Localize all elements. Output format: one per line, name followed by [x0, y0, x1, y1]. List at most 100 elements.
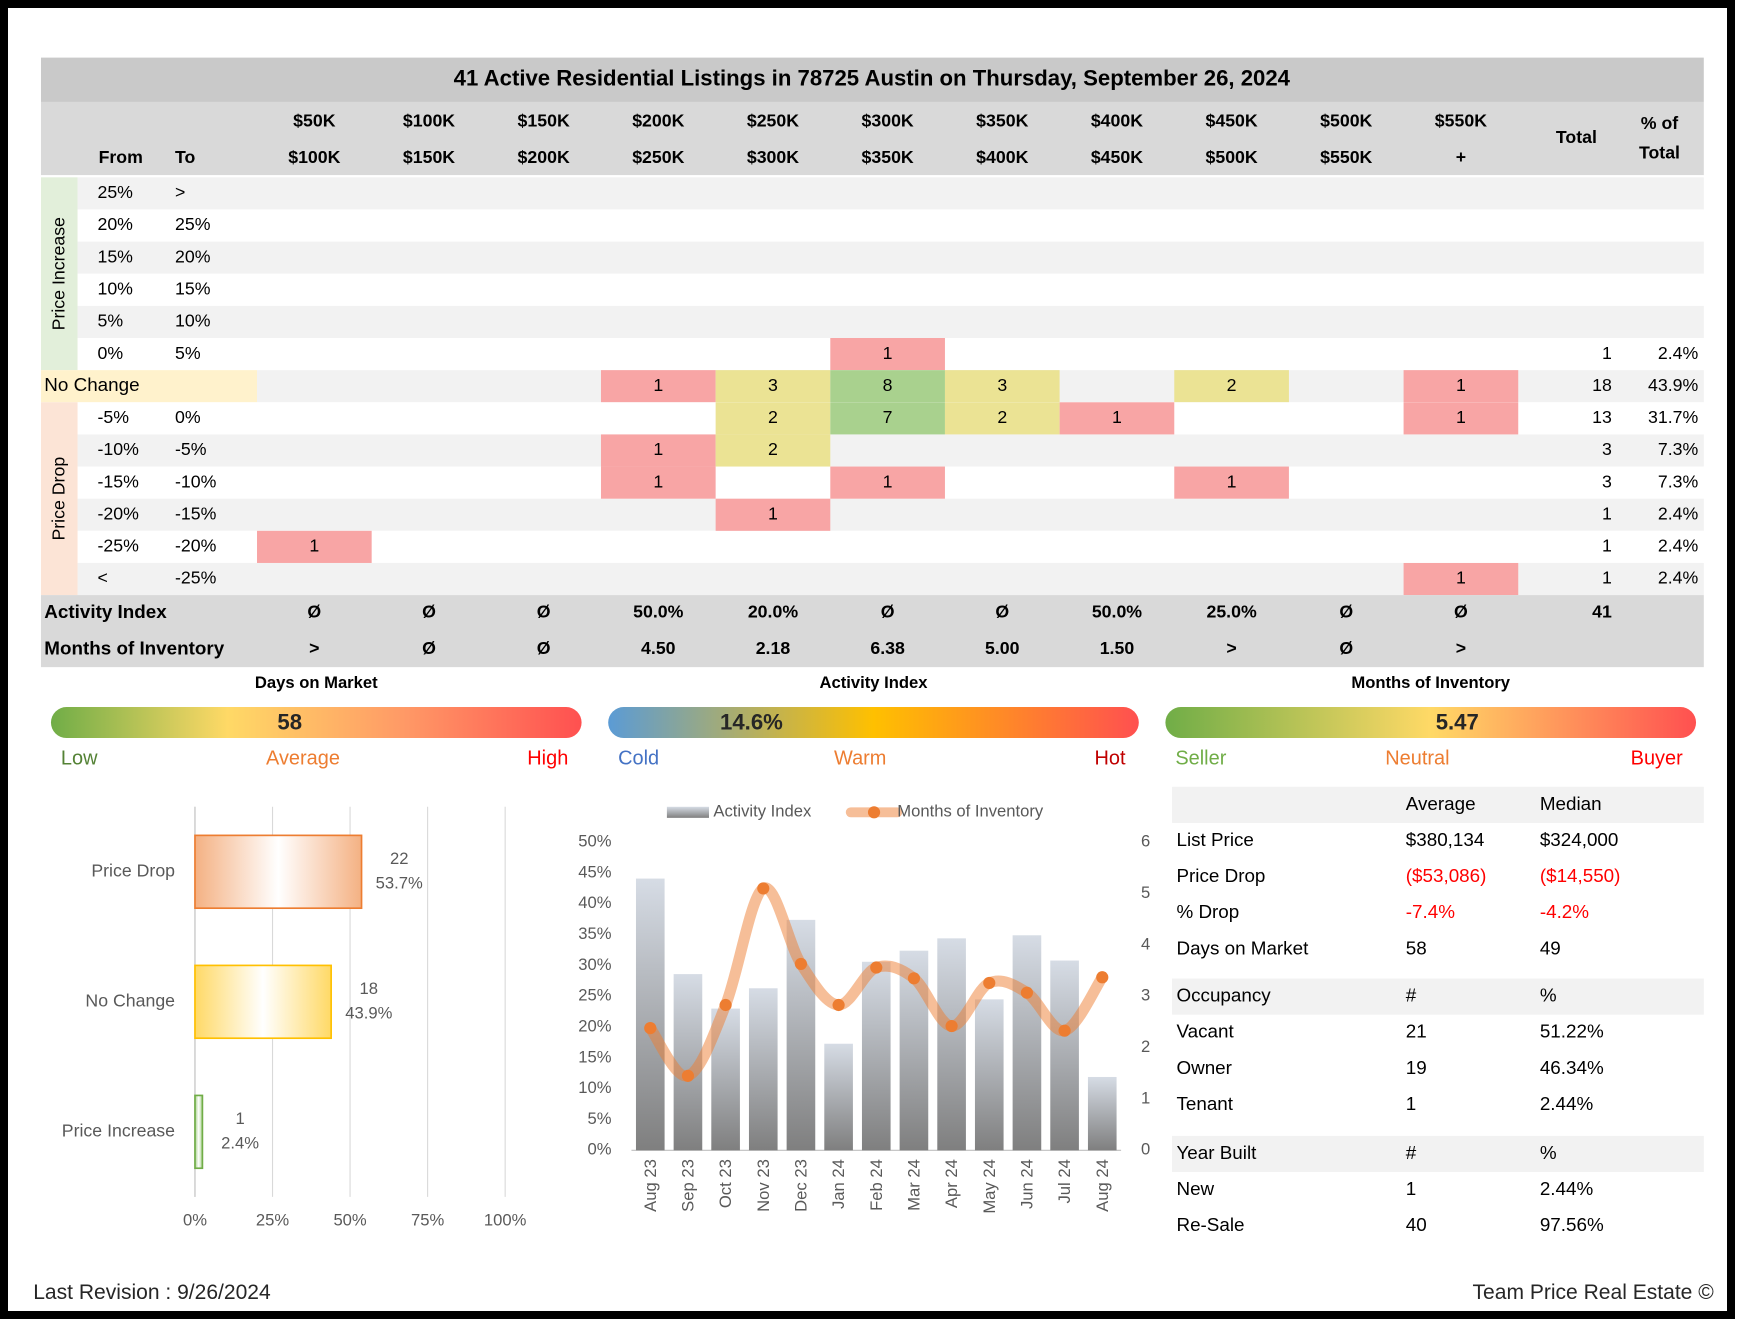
bar [748, 988, 778, 1151]
count-label: 1 [653, 439, 663, 459]
category-label: No Change [85, 990, 175, 1010]
bar [937, 938, 966, 1151]
gauge-title: Days on Market [255, 673, 378, 692]
price-from-header: $300K [862, 111, 914, 131]
heat-cell [1174, 466, 1289, 499]
y2-tick-label: 5 [1141, 883, 1150, 902]
to-cell: -25% [175, 568, 217, 588]
stats-column: # [1406, 985, 1417, 1006]
stats-value: ($14,550) [1540, 865, 1621, 886]
summary-value: > [1456, 638, 1466, 658]
to-cell: 20% [175, 246, 211, 266]
heat-cell [830, 466, 945, 499]
heat-cell [715, 370, 831, 403]
y-tick-label: 30% [578, 955, 611, 974]
to-cell: 5% [175, 343, 201, 363]
category-label: Price Drop [91, 860, 175, 880]
y-tick-label: 20% [578, 1016, 611, 1035]
gauge-value: 5.47 [1436, 710, 1479, 735]
legend-label: Activity Index [713, 802, 812, 821]
stats-title: Occupancy [1176, 985, 1271, 1006]
summary-value: Ø [1339, 638, 1353, 658]
summary-value: > [309, 638, 319, 658]
count-label: 1 [309, 536, 319, 556]
y-tick-label: 0% [587, 1140, 611, 1159]
summary-value: 6.38 [870, 638, 905, 658]
gauge-label: Low [61, 747, 98, 769]
stats-label: List Price [1176, 829, 1253, 850]
price-to-header: $400K [976, 147, 1028, 167]
total-cell: 1 [1602, 503, 1612, 523]
summary-value: Ø [881, 602, 895, 622]
from-cell: 10% [97, 278, 133, 298]
from-cell: -25% [97, 536, 139, 556]
summary-value: Ø [307, 602, 321, 622]
section-label: No Change [44, 374, 139, 395]
heat-cell [715, 498, 831, 531]
gauge-label: Hot [1094, 747, 1125, 769]
line-marker [644, 1022, 657, 1035]
line-marker [945, 1019, 958, 1033]
to-cell: -20% [175, 536, 217, 556]
stats-value: $324,000 [1540, 829, 1619, 850]
count-label: 1 [883, 343, 893, 363]
summary-value: Ø [537, 638, 551, 658]
y2-tick-label: 2 [1141, 1037, 1150, 1056]
line-marker [1058, 1024, 1071, 1037]
x-tick-label: Jan 24 [829, 1159, 848, 1209]
x-tick-label: Aug 24 [1093, 1159, 1112, 1212]
section-label: Price Drop [49, 457, 69, 541]
count-label: 1 [235, 1109, 244, 1128]
x-tick-label: 25% [256, 1211, 289, 1230]
summary-value: Ø [1454, 602, 1468, 622]
x-tick-label: 0% [183, 1211, 207, 1230]
price-to-header: $550K [1320, 147, 1372, 167]
bar [974, 999, 1004, 1151]
value-label: 43.9% [345, 1003, 392, 1022]
x-tick-label: Feb 24 [867, 1159, 886, 1211]
total-cell: 13 [1592, 407, 1612, 427]
value-label: 53.7% [376, 873, 423, 892]
to-cell: > [175, 182, 185, 202]
share-cell: 7.3% [1658, 471, 1699, 491]
line-marker [1020, 986, 1034, 999]
count-label: 1 [768, 503, 778, 523]
stats-label: Tenant [1176, 1093, 1233, 1114]
price-from-header: $100K [403, 111, 455, 131]
line-marker [983, 976, 996, 990]
total-cell: 3 [1602, 439, 1612, 459]
from-cell: 20% [97, 214, 133, 234]
heat-cell [715, 434, 831, 467]
to-cell: -10% [175, 471, 217, 491]
to-cell: -5% [175, 439, 207, 459]
line-marker [1096, 971, 1109, 984]
to-cell: -15% [175, 503, 217, 523]
from-cell: 0% [97, 343, 123, 363]
stats-header-bg [1172, 786, 1704, 823]
y-tick-label: 25% [578, 986, 611, 1005]
heat-cell [830, 402, 945, 435]
stats-value: -7.4% [1406, 901, 1455, 922]
heat-cell [1059, 402, 1175, 435]
heat-cell [1403, 370, 1519, 403]
count-label: 1 [1456, 568, 1466, 588]
heat-cell [830, 370, 945, 403]
gauge-value: 14.6% [720, 710, 783, 735]
count-label: 1 [1112, 407, 1122, 427]
price-to-header: $200K [518, 147, 570, 167]
bar [861, 961, 891, 1151]
share-cell: 2.4% [1658, 568, 1699, 588]
y-tick-label: 50% [578, 832, 611, 851]
x-tick-label: 100% [484, 1211, 527, 1230]
count-label: 1 [1456, 375, 1466, 395]
total-header: Total [1556, 127, 1597, 147]
price-from-header: $500K [1320, 111, 1372, 131]
summary-value: 2.18 [756, 638, 791, 658]
x-tick-label: 50% [333, 1211, 366, 1230]
line-marker [719, 998, 732, 1012]
stats-value: 49 [1540, 937, 1561, 958]
gauge-label: High [527, 747, 568, 769]
x-tick-label: Sep 23 [678, 1159, 697, 1212]
summary-value: 50.0% [633, 602, 683, 622]
summary-bg [40, 595, 1704, 668]
